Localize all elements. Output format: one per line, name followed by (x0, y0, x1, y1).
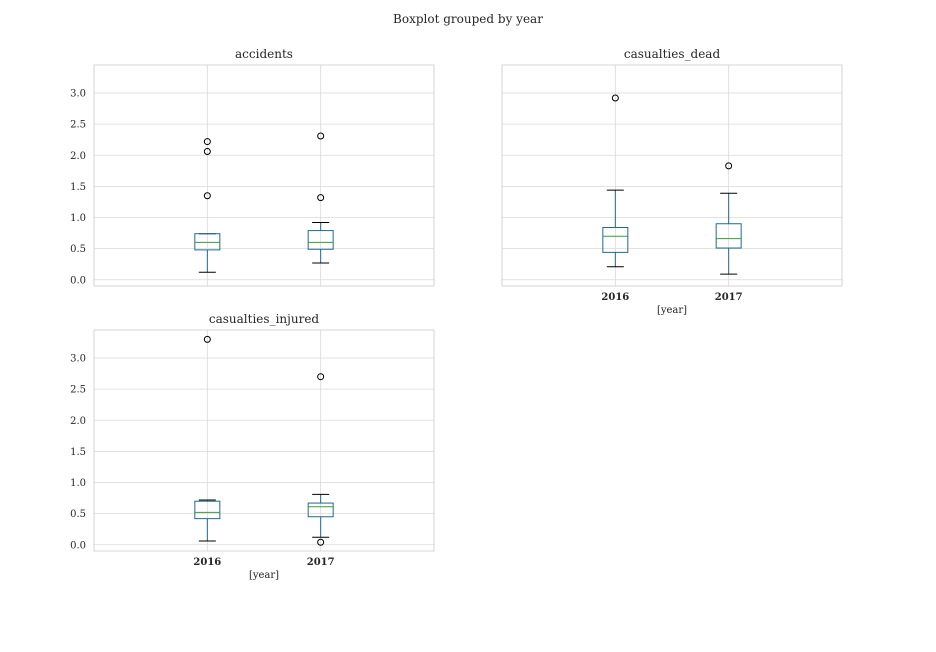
panel-title: accidents (235, 47, 293, 61)
flier-point (611, 94, 619, 102)
iqr-box (307, 502, 334, 518)
y-tick-label: 2.0 (70, 151, 86, 162)
panel-accidents: accidents 0.0 0.5 1.0 1.5 2.0 2.5 3.0 (70, 47, 435, 287)
flier-point (203, 148, 211, 156)
y-tick-label: 3.0 (70, 354, 86, 365)
y-tick-label: 0.0 (70, 540, 86, 551)
flier-point (317, 194, 325, 202)
flier-point (317, 132, 325, 140)
iqr-box (194, 233, 221, 251)
flier-point (317, 538, 325, 546)
x-axis-label: [year] (249, 570, 279, 581)
figure-suptitle: Boxplot grouped by year (393, 12, 543, 26)
y-tick-label: 1.0 (70, 213, 86, 224)
x-axis-label: [year] (657, 305, 687, 316)
y-tick-label: 0.0 (70, 275, 86, 286)
panel-title: casualties_dead (624, 47, 721, 61)
plot-frame (93, 329, 435, 552)
y-tick-label: 2.5 (70, 385, 86, 396)
flier-point (203, 335, 211, 343)
flier-point (203, 192, 211, 200)
panel-casualties-dead: casualties_dead 2016 2017 [year] (501, 47, 843, 316)
box-2016 (194, 138, 221, 273)
flier-point (203, 138, 211, 146)
flier-point (725, 162, 733, 170)
plot-frame (501, 64, 843, 287)
panel-casualties-injured: casualties_injured 0.0 0.5 1.0 1.5 2.0 2.5 3.0 2… (70, 312, 435, 581)
x-tick-label: 2016 (601, 292, 629, 303)
x-tick-label: 2017 (715, 292, 743, 303)
x-tick-label: 2017 (307, 557, 335, 568)
x-tick-label: 2016 (193, 557, 221, 568)
box-2016 (194, 335, 221, 542)
iqr-box (194, 500, 221, 520)
y-tick-label: 1.5 (70, 182, 86, 193)
y-tick-label: 0.5 (70, 509, 86, 520)
y-tick-label: 2.0 (70, 416, 86, 427)
y-tick-label: 1.0 (70, 478, 86, 489)
iqr-box (715, 223, 742, 249)
y-tick-label: 0.5 (70, 244, 86, 255)
box-2017 (307, 132, 334, 264)
iqr-box (602, 226, 629, 253)
box-2016 (602, 94, 629, 268)
box-2017 (307, 373, 334, 546)
iqr-box (307, 230, 334, 250)
flier-point (317, 373, 325, 381)
y-tick-label: 1.5 (70, 447, 86, 458)
plot-frame (93, 64, 435, 287)
box-2017 (715, 162, 742, 275)
y-tick-label: 3.0 (70, 89, 86, 100)
y-tick-label: 2.5 (70, 120, 86, 131)
panel-title: casualties_injured (209, 312, 320, 326)
